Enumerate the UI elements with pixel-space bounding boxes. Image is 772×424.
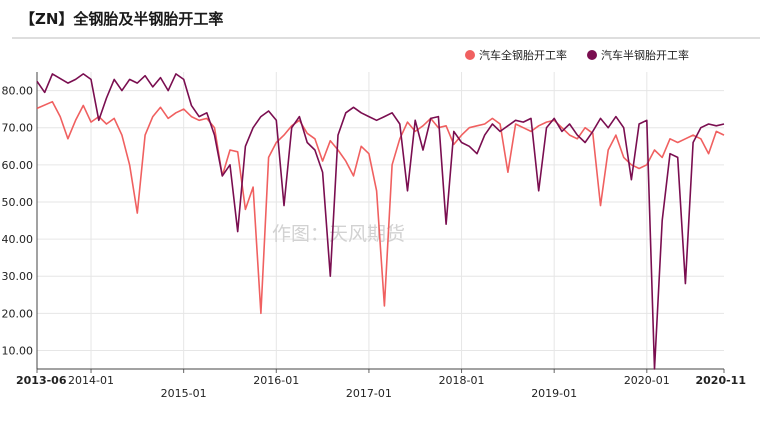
series-line-all-steel <box>36 100 725 315</box>
y-tick-label: 80.00 <box>2 85 34 98</box>
legend: 汽车全钢胎开工率 汽车半钢胎开工率 <box>465 48 689 62</box>
x-tick-label: 2014-01 <box>68 374 114 387</box>
watermark-text: 作图：天风期货 <box>272 223 405 245</box>
y-tick-label: 60.00 <box>2 159 34 172</box>
grid <box>37 72 724 369</box>
legend-marker <box>587 50 597 60</box>
y-tick-label: 40.00 <box>2 233 34 246</box>
x-tick-label: 2020-01 <box>624 374 670 387</box>
y-tick-label: 70.00 <box>2 122 34 135</box>
x-tick-label: 2018-01 <box>439 374 485 387</box>
axes: 10.00 20.00 30.00 40.00 50.00 60.00 70.00 80.00… <box>2 72 747 400</box>
x-tick-label: 2020-11 <box>696 374 747 387</box>
y-tick-label: 10.00 <box>2 344 34 357</box>
legend-marker <box>465 50 475 60</box>
x-tick-label: 2015-01 <box>161 387 207 400</box>
y-tick-label: 30.00 <box>2 270 34 283</box>
y-tick-label: 50.00 <box>2 196 34 209</box>
y-tick-label: 20.00 <box>2 307 34 320</box>
x-tick-label: 2016-01 <box>253 374 299 387</box>
series-layer <box>36 73 725 370</box>
chart-title: 【ZN】全钢胎及半钢胎开工率 <box>20 10 223 28</box>
series-line-semi-steel <box>36 73 725 370</box>
x-tick-label: 2013-06 <box>16 374 67 387</box>
legend-label: 汽车全钢胎开工率 <box>479 48 567 62</box>
x-tick-label: 2019-01 <box>531 387 577 400</box>
x-tick-label: 2017-01 <box>346 387 392 400</box>
legend-label: 汽车半钢胎开工率 <box>601 48 689 62</box>
